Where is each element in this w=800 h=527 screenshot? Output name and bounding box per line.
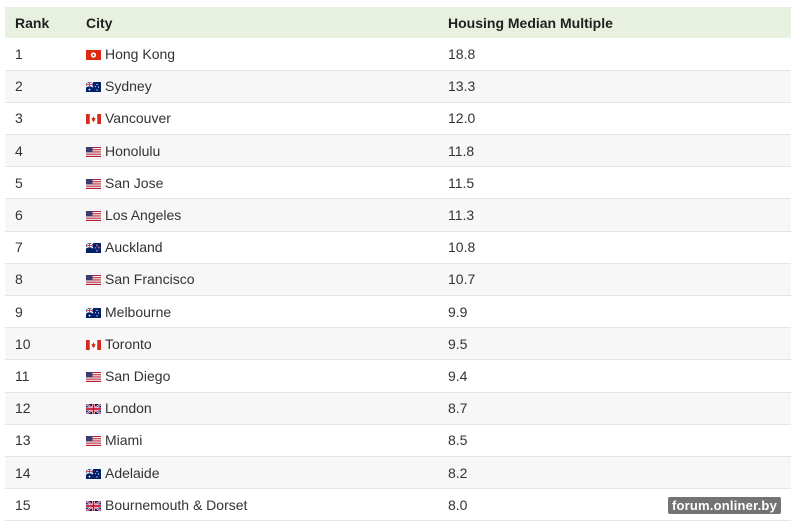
city-cell: London bbox=[76, 392, 438, 425]
value-cell: 9.4 bbox=[438, 359, 791, 393]
rank-cell: 13 bbox=[5, 424, 76, 457]
city-name: Sydney bbox=[105, 78, 152, 95]
uk-flag-icon bbox=[86, 404, 101, 415]
rank-cell: 2 bbox=[5, 70, 76, 103]
city-cell: Miami bbox=[76, 424, 438, 457]
value-header[interactable]: Housing Median Multiple bbox=[448, 14, 613, 31]
table-row: 9 Melbourne 9.9 bbox=[5, 295, 791, 329]
australia-flag-icon bbox=[86, 468, 101, 479]
city-name: Hong Kong bbox=[105, 45, 176, 62]
city-name: Auckland bbox=[105, 239, 163, 256]
rank-cell: 6 bbox=[5, 198, 76, 232]
table-row: 6 Los Angeles 11.3 bbox=[5, 198, 791, 232]
rank-cell: 5 bbox=[5, 166, 76, 200]
value-cell: 11.3 bbox=[438, 198, 791, 232]
table-row: 11 San Diego 9.4 bbox=[5, 359, 791, 393]
city-cell: Sydney bbox=[76, 70, 438, 103]
city-cell: Bournemouth & Dorset bbox=[76, 488, 438, 522]
city-name: Melbourne bbox=[105, 303, 172, 320]
city-name: Toronto bbox=[105, 335, 152, 352]
city-name: San Francisco bbox=[105, 271, 195, 288]
city-name: Miami bbox=[105, 432, 143, 449]
canada-flag-icon bbox=[86, 339, 101, 350]
rank-cell: 4 bbox=[5, 134, 76, 168]
rank-cell: 3 bbox=[5, 102, 76, 136]
city-cell: Toronto bbox=[76, 327, 438, 361]
table-row: 1 Hong Kong 18.8 bbox=[5, 38, 791, 71]
city-name: San Jose bbox=[105, 174, 164, 191]
table-row: 5 San Jose 11.5 bbox=[5, 166, 791, 200]
city-cell: San Diego bbox=[76, 359, 438, 393]
rank-cell: 1 bbox=[5, 38, 76, 71]
value-cell: 11.8 bbox=[438, 134, 791, 168]
rank-header[interactable]: Rank bbox=[15, 14, 50, 31]
city-cell: Los Angeles bbox=[76, 198, 438, 232]
australia-flag-icon bbox=[86, 82, 101, 93]
value-cell: 12.0 bbox=[438, 102, 791, 136]
usa-flag-icon bbox=[86, 436, 101, 447]
hong-kong-flag-icon bbox=[86, 49, 101, 60]
city-name: Adelaide bbox=[105, 464, 160, 481]
rank-cell: 12 bbox=[5, 392, 76, 425]
watermark: forum.onliner.by bbox=[667, 497, 781, 514]
value-cell: 8.2 bbox=[438, 456, 791, 490]
table-row: 15 Bournemouth & Dorset 8.0 bbox=[5, 488, 791, 522]
city-cell: Auckland bbox=[76, 231, 438, 264]
usa-flag-icon bbox=[86, 275, 101, 286]
usa-flag-icon bbox=[86, 371, 101, 382]
city-cell: Honolulu bbox=[76, 134, 438, 168]
usa-flag-icon bbox=[86, 211, 101, 222]
city-cell: Melbourne bbox=[76, 295, 438, 329]
city-name: Honolulu bbox=[105, 142, 161, 159]
rank-cell: 14 bbox=[5, 456, 76, 490]
value-cell: 9.9 bbox=[438, 295, 791, 329]
table-row: 8 San Francisco 10.7 bbox=[5, 263, 791, 297]
usa-flag-icon bbox=[86, 178, 101, 189]
value-cell: 8.5 bbox=[438, 424, 791, 457]
city-name: San Diego bbox=[105, 367, 171, 384]
table-row: 3 Vancouver 12.0 bbox=[5, 102, 791, 136]
city-cell: Hong Kong bbox=[76, 38, 438, 71]
table-body: 1 Hong Kong 18.8 2 Sydney 13.3 3 Vancouver 12.0 4… bbox=[5, 38, 791, 522]
housing-table: Rank City Housing Median Multiple 1 Hong … bbox=[5, 7, 791, 522]
table-row: 13 Miami 8.5 bbox=[5, 424, 791, 457]
city-cell: Vancouver bbox=[76, 102, 438, 136]
value-cell: 10.7 bbox=[438, 263, 791, 297]
table-header: Rank City Housing Median Multiple bbox=[5, 7, 791, 38]
city-header[interactable]: City bbox=[86, 14, 113, 31]
rank-cell: 9 bbox=[5, 295, 76, 329]
header-row: Rank City Housing Median Multiple bbox=[5, 7, 791, 38]
rank-cell: 10 bbox=[5, 327, 76, 361]
value-cell: 11.5 bbox=[438, 166, 791, 200]
rank-cell: 15 bbox=[5, 488, 76, 522]
table-row: 14 Adelaide 8.2 bbox=[5, 456, 791, 490]
usa-flag-icon bbox=[86, 146, 101, 157]
table-row: 12 London 8.7 bbox=[5, 392, 791, 425]
city-name: Los Angeles bbox=[105, 207, 182, 224]
table-row: 10 Toronto 9.5 bbox=[5, 327, 791, 361]
city-name: Bournemouth & Dorset bbox=[105, 496, 248, 513]
value-cell: 8.7 bbox=[438, 392, 791, 425]
new-zealand-flag-icon bbox=[86, 243, 101, 254]
value-cell: 18.8 bbox=[438, 38, 791, 71]
value-cell: 13.3 bbox=[438, 70, 791, 103]
value-cell: 9.5 bbox=[438, 327, 791, 361]
rank-cell: 7 bbox=[5, 231, 76, 264]
uk-flag-icon bbox=[86, 500, 101, 511]
city-cell: San Francisco bbox=[76, 263, 438, 297]
city-cell: San Jose bbox=[76, 166, 438, 200]
table-row: 7 Auckland 10.8 bbox=[5, 231, 791, 264]
city-name: Vancouver bbox=[105, 110, 171, 127]
city-cell: Adelaide bbox=[76, 456, 438, 490]
rank-cell: 8 bbox=[5, 263, 76, 297]
australia-flag-icon bbox=[86, 307, 101, 318]
rank-cell: 11 bbox=[5, 359, 76, 393]
value-cell: 10.8 bbox=[438, 231, 791, 264]
city-name: London bbox=[105, 400, 152, 417]
table-row: 2 Sydney 13.3 bbox=[5, 70, 791, 103]
canada-flag-icon bbox=[86, 114, 101, 125]
table-row: 4 Honolulu 11.8 bbox=[5, 134, 791, 168]
